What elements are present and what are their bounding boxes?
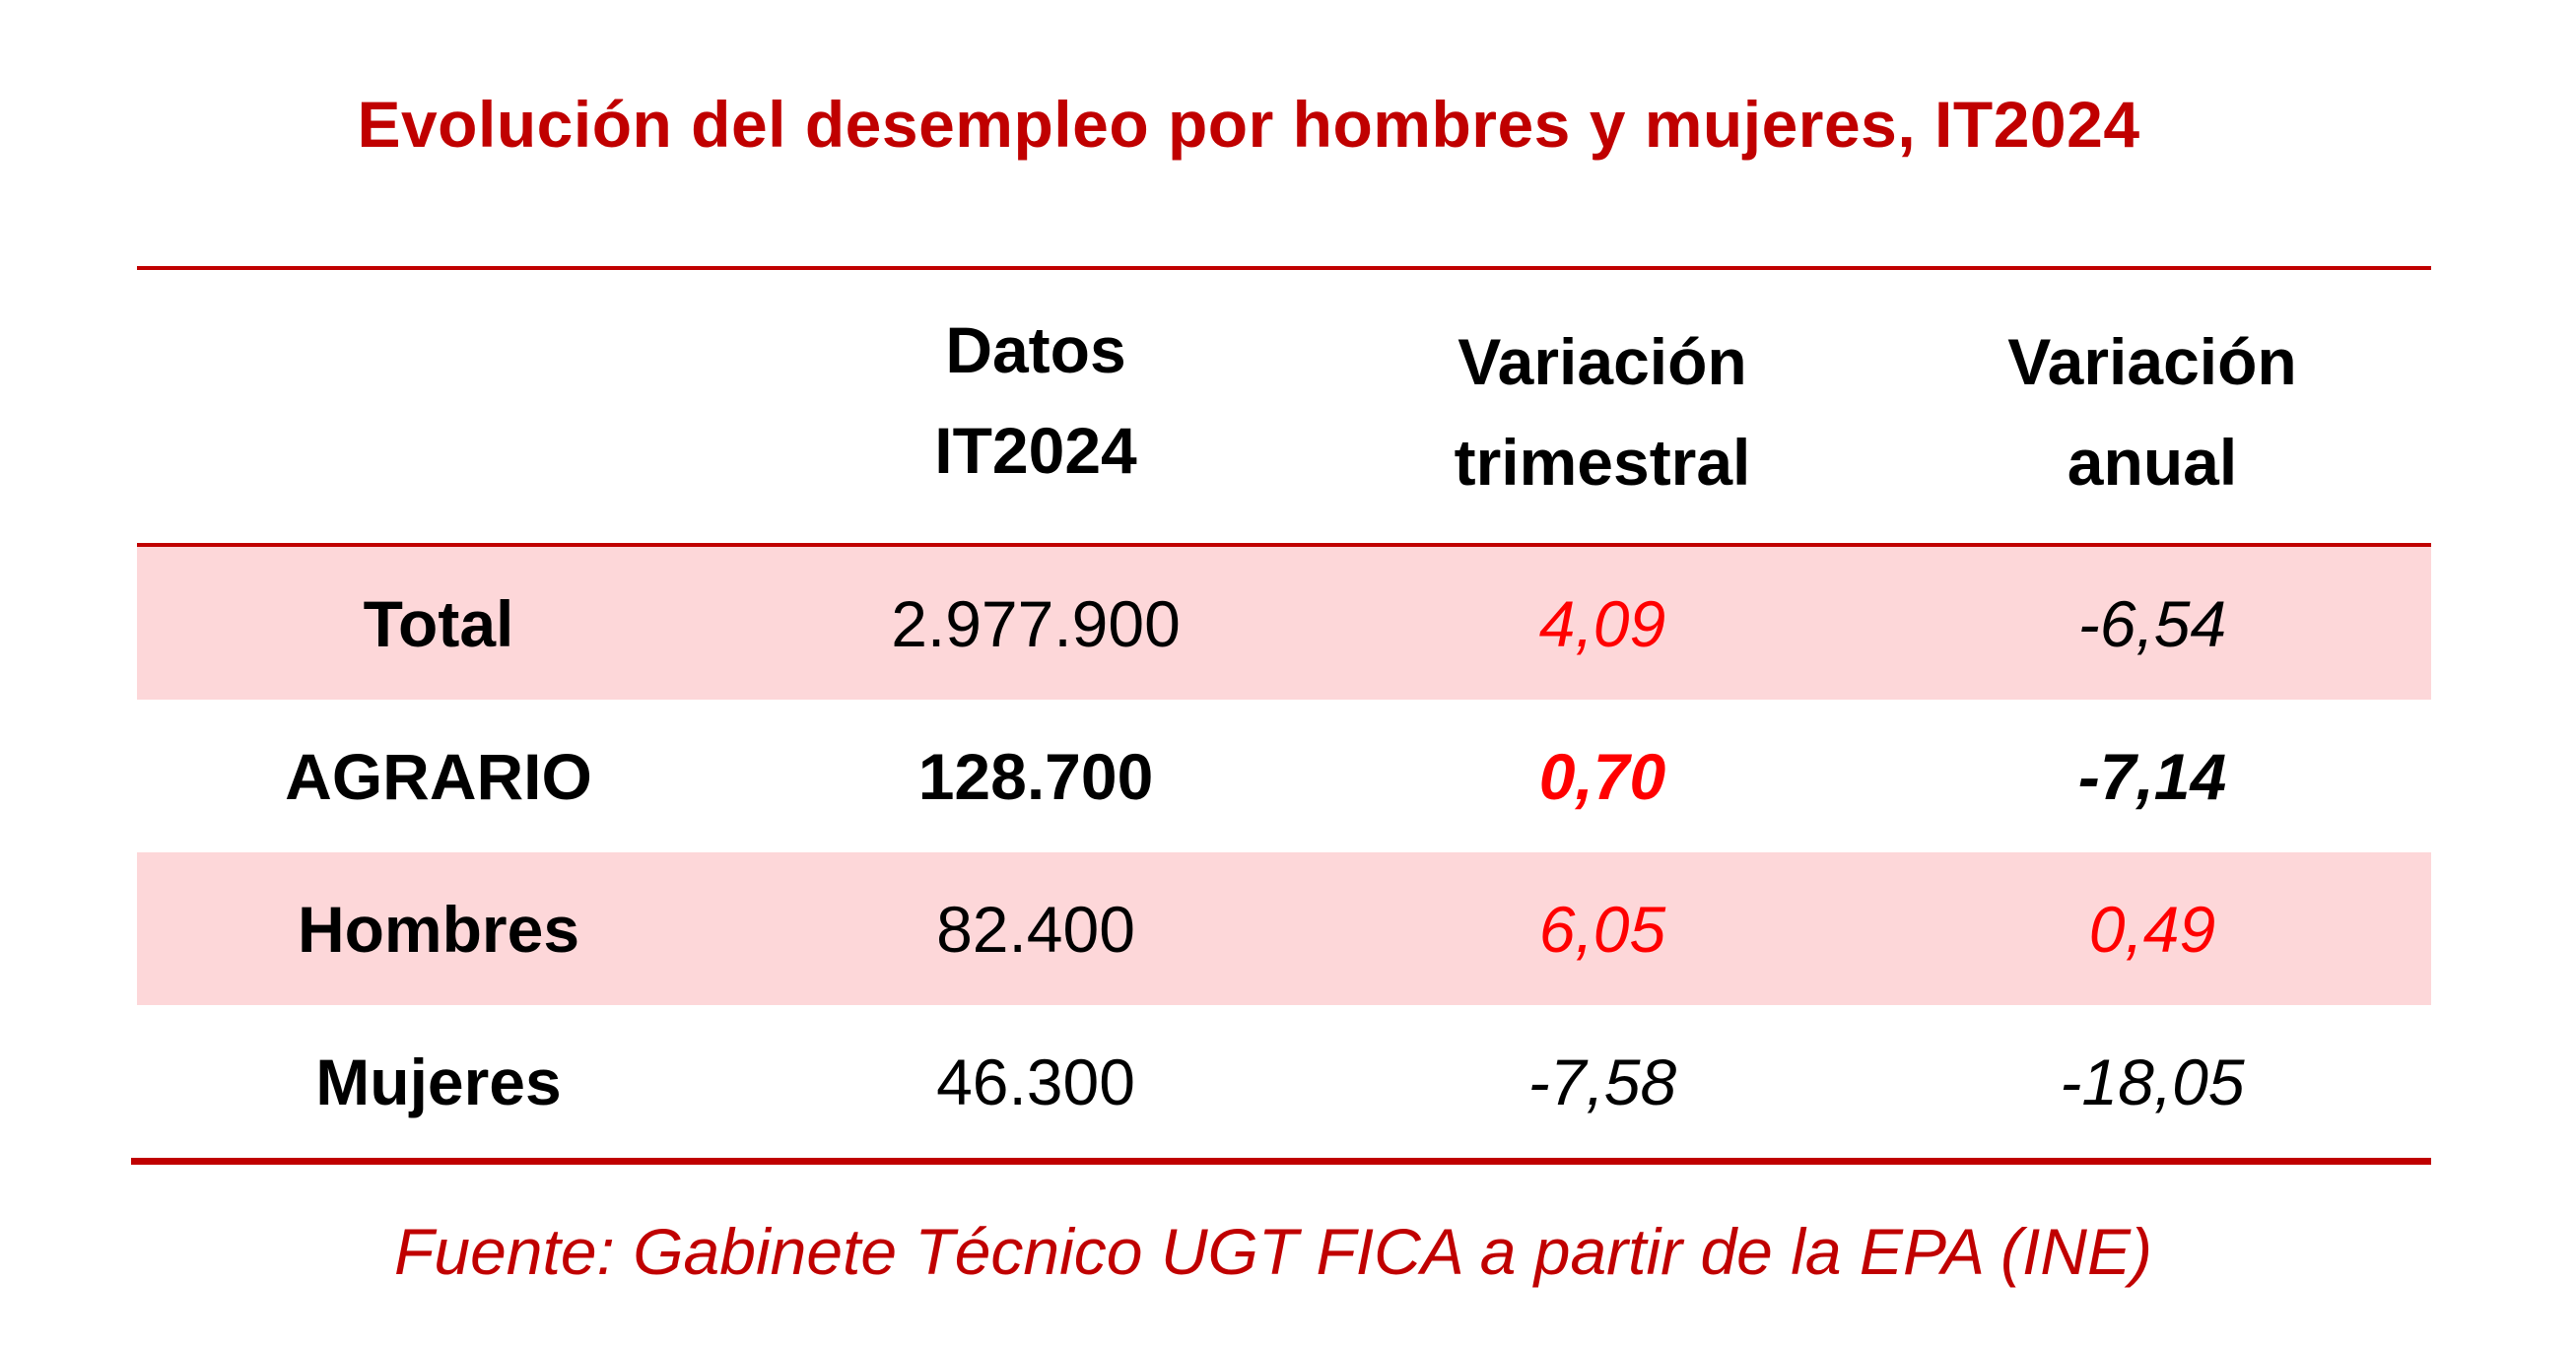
cell-datos: 128.700 [917, 739, 1154, 813]
cell-anual: -18,05 [2060, 1045, 2245, 1118]
table-title-text: Evolución del desempleo por hombres y mu… [357, 88, 2140, 161]
row-label: Hombres [297, 892, 580, 966]
table-row-mujeres: Mujeres 46.300 -7,58 -18,05 [137, 1005, 2431, 1158]
cell-anual: -7,14 [2077, 739, 2227, 813]
table-row-total: Total 2.977.900 4,09 -6,54 [137, 547, 2431, 700]
cell-trimestral: 4,09 [1538, 586, 1666, 660]
header-anual-line1: Variación [2007, 325, 2297, 398]
source-note-text: Fuente: Gabinete Técnico UGT FICA a part… [394, 1215, 2152, 1288]
header-trimestral-line2: trimestral [1454, 426, 1751, 499]
cell-trimestral: 6,05 [1538, 892, 1666, 966]
cell-anual: 0,49 [2088, 892, 2216, 966]
header-variacion-anual: Variación anual [1873, 311, 2431, 512]
cell-anual: -6,54 [2077, 586, 2227, 660]
table-header: Datos IT2024 Variación trimestral Variac… [137, 270, 2431, 543]
table-row-hombres: Hombres 82.400 6,05 0,49 [137, 852, 2431, 1005]
row-label: Mujeres [315, 1045, 562, 1118]
header-variacion-trimestral: Variación trimestral [1331, 311, 1873, 512]
table-row-agrario: AGRARIO 128.700 0,70 -7,14 [137, 700, 2431, 852]
cell-trimestral: -7,58 [1527, 1045, 1677, 1118]
header-anual-line2: anual [2067, 426, 2238, 499]
header-datos-line1: Datos [945, 313, 1126, 386]
header-datos: Datos IT2024 [740, 300, 1331, 501]
row-label: AGRARIO [285, 739, 592, 813]
header-datos-line2: IT2024 [934, 414, 1137, 487]
bottom-rule [131, 1158, 2431, 1165]
header-trimestral-line1: Variación [1457, 325, 1747, 398]
cell-datos: 2.977.900 [891, 586, 1181, 660]
source-note: Fuente: Gabinete Técnico UGT FICA a part… [0, 1214, 2576, 1289]
row-label: Total [363, 586, 514, 660]
top-rule [137, 266, 2431, 270]
cell-datos: 46.300 [936, 1045, 1135, 1118]
cell-trimestral: 0,70 [1538, 739, 1666, 813]
header-rule [137, 543, 2431, 547]
cell-datos: 82.400 [936, 892, 1135, 966]
table-title: Evolución del desempleo por hombres y mu… [0, 87, 2576, 162]
